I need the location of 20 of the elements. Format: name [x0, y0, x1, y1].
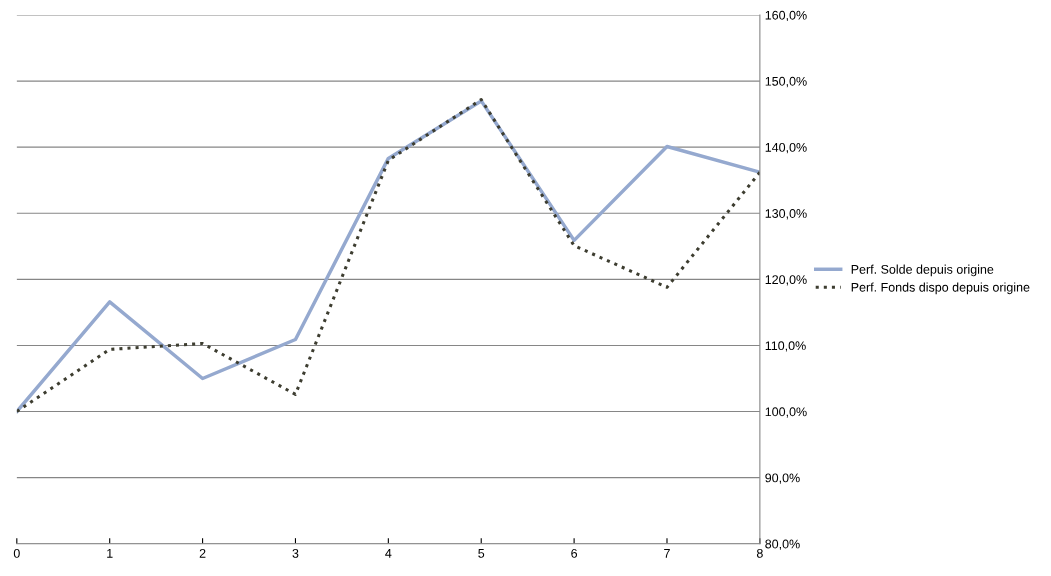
legend-label: Perf. Solde depuis origine [851, 264, 994, 277]
x-tick-label: 3 [292, 548, 299, 558]
x-tick-label: 0 [13, 548, 20, 558]
y-tick-label: 160,0% [765, 10, 807, 22]
x-tick-label: 4 [385, 549, 392, 558]
y-tick-label: 90,0% [765, 473, 800, 484]
x-tick-label: 7 [664, 549, 670, 558]
x-tick-label: 8 [756, 548, 763, 558]
y-tick-label: 140,0% [765, 142, 807, 154]
y-tick-label: 130,0% [765, 209, 807, 220]
legend-label: Perf. Fonds dispo depuis origine [851, 282, 1030, 295]
y-tick-label: 120,0% [765, 275, 807, 286]
y-tick-label: 150,0% [765, 76, 807, 88]
x-tick-label: 1 [107, 549, 113, 558]
y-tick-label: 100,0% [765, 407, 807, 418]
y-tick-label: 80,0% [765, 539, 800, 550]
y-tick-label: 110,0% [765, 341, 806, 352]
x-tick-label: 2 [199, 548, 206, 558]
x-tick-label: 5 [478, 549, 485, 558]
x-tick-label: 6 [571, 548, 578, 558]
